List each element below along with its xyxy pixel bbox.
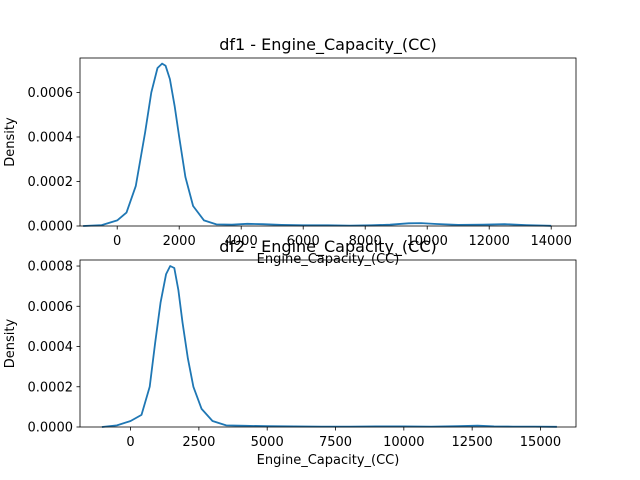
x-axis-label-df1: Engine_Capacity_(CC) <box>257 252 400 267</box>
y-axis-label-df2: Density <box>3 318 18 368</box>
x-tick-label: 10000 <box>383 435 424 450</box>
density-curve-df2 <box>101 265 557 428</box>
y-axis-label-df1: Density <box>3 117 18 167</box>
y-tick-label: 0.0000 <box>28 220 74 235</box>
y-tick-label: 0.0004 <box>28 130 74 145</box>
x-tick-label: 12500 <box>451 435 492 450</box>
y-ticks-df1: 0.0000 0.0002 0.0004 0.0006 <box>28 86 80 235</box>
axes-frame-df1 <box>79 57 577 227</box>
x-tick-label: 12000 <box>469 234 510 249</box>
x-tick-label: 5000 <box>251 435 284 450</box>
x-tick-label: 0 <box>126 435 134 450</box>
y-tick-label: 0.0006 <box>28 300 74 315</box>
x-tick-label: 15000 <box>520 435 561 450</box>
x-tick-label: 2500 <box>182 435 215 450</box>
y-tick-label: 0.0002 <box>28 175 74 190</box>
y-tick-label: 0.0008 <box>28 260 74 275</box>
x-tick-label: 4000 <box>225 234 258 249</box>
x-tick-label: 10000 <box>407 234 448 249</box>
x-tick-label: 14000 <box>531 234 572 249</box>
title-df2: df2 - Engine_Capacity_(CC) <box>219 237 437 257</box>
x-tick-label: 7500 <box>319 435 352 450</box>
x-tick-label: 6000 <box>287 234 320 249</box>
y-tick-label: 0.0006 <box>28 86 74 101</box>
x-axis-label-df2: Engine_Capacity_(CC) <box>257 453 400 468</box>
y-tick-label: 0.0004 <box>28 340 74 355</box>
y-tick-label: 0.0002 <box>28 380 74 395</box>
axes-frame-df2 <box>79 259 577 428</box>
density-curve-df1 <box>83 62 552 227</box>
x-tick-label: 2000 <box>163 234 196 249</box>
title-df1: df1 - Engine_Capacity_(CC) <box>219 35 437 55</box>
x-tick-label: 0 <box>113 234 121 249</box>
x-tick-label: 8000 <box>349 234 382 249</box>
subplot-df2: 0 2500 5000 7500 10000 12500 15000 0.00000.000… <box>3 237 577 468</box>
y-ticks-df2: 0.0000 0.0002 0.0004 0.0006 0.0008 <box>28 260 80 436</box>
y-tick-label: 0.0000 <box>28 421 74 436</box>
x-ticks-df2: 0 2500 5000 7500 10000 12500 15000 <box>126 427 561 450</box>
subplot-df1: 0 2000 4000 6000 8000 10000 12000 14000 0.00000… <box>3 35 577 267</box>
x-ticks-df1: 0 2000 4000 6000 8000 10000 12000 14000 <box>113 226 572 249</box>
